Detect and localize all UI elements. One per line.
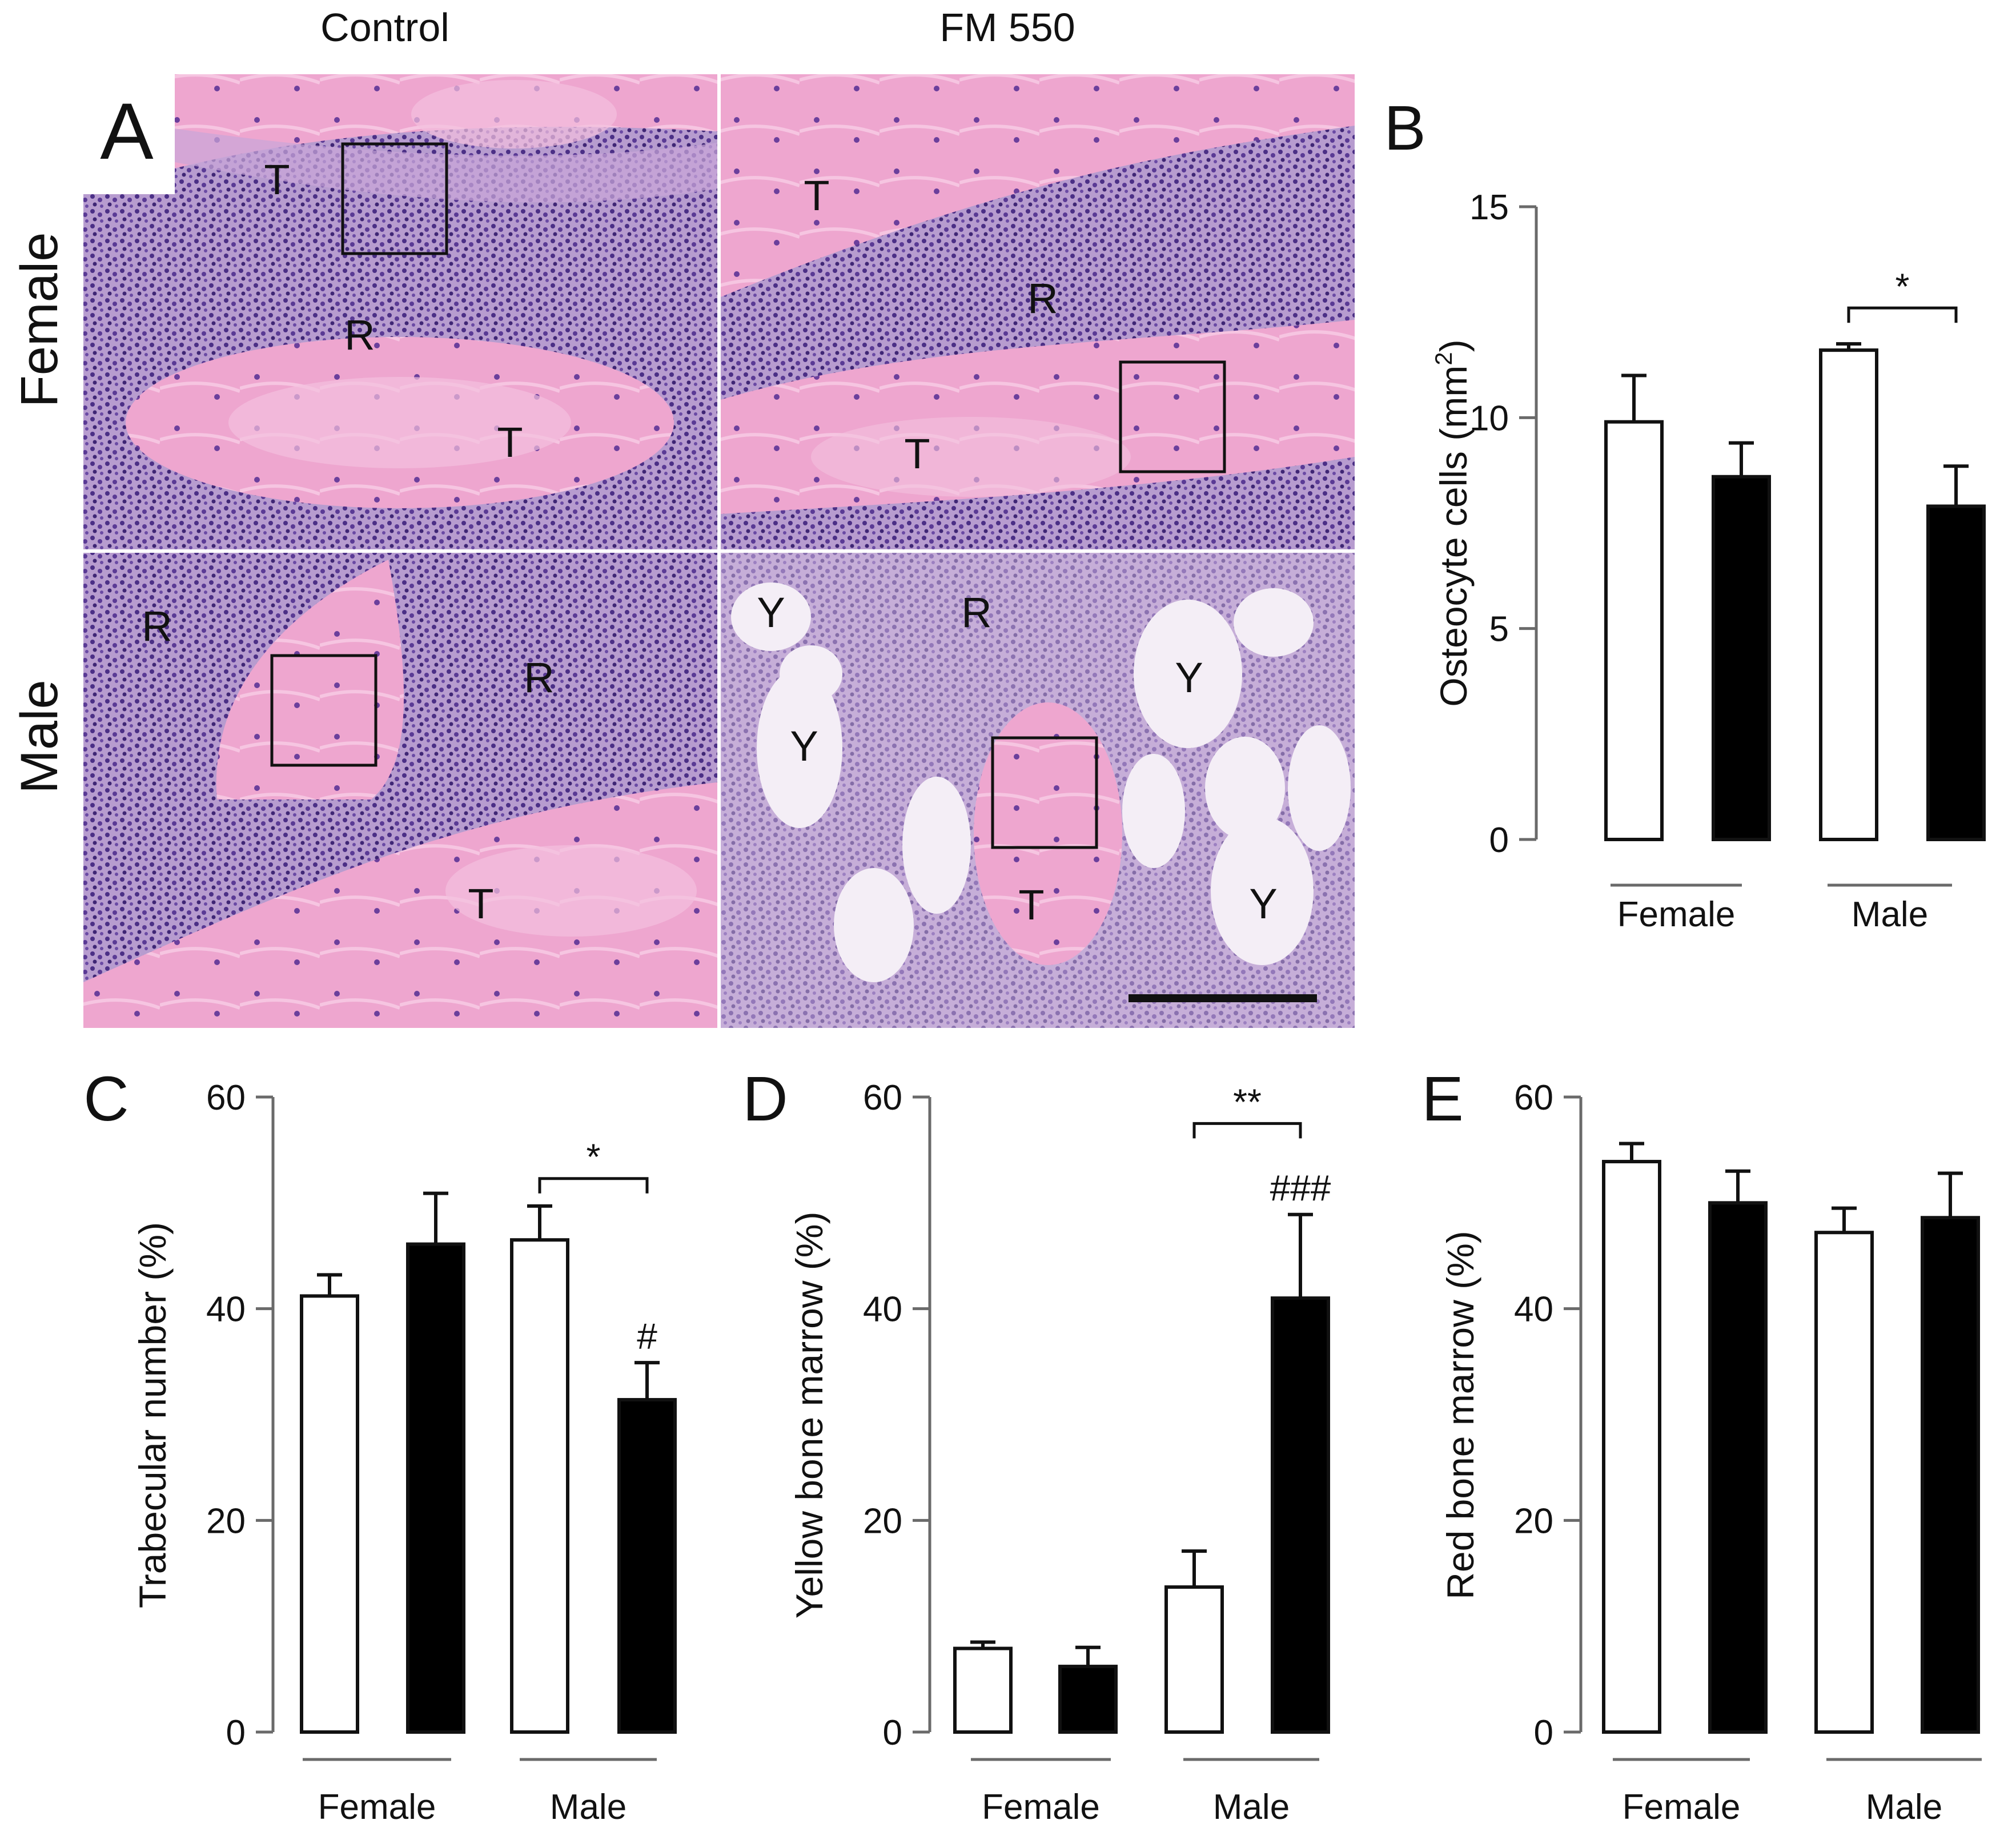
tissue-mark: T [804,172,829,219]
tissue-mark: R [961,589,991,636]
significance-bracket [1192,1122,1302,1139]
bar [1708,1201,1768,1734]
bar [1712,475,1771,841]
y-tick-label: 60 [1514,1078,1553,1118]
chart-panel-b: B 0 5 10 15 Osteocyte cells (mm2) Female Male * [1384,93,1986,934]
tissue-mark: R [344,311,375,359]
group-label: Female [1617,895,1736,934]
bar [1604,420,1664,841]
y-tick-label: 20 [206,1501,246,1541]
group-label: Male [1852,895,1928,934]
y-tick-label: 40 [1514,1290,1553,1329]
panel-letter-d: D [742,1064,788,1134]
bar [617,1398,677,1734]
chart-panel-c: C 0 20 40 60 Trabecular number (%) Female Male *… [83,1064,677,1827]
row-label-male: Male [10,680,69,793]
group-label: Female [318,1787,436,1827]
y-tick-label: 20 [1514,1501,1553,1541]
bar [1271,1296,1330,1734]
inset-box [270,654,378,767]
chart-panel-d: D 0 20 40 60 Yellow bone marrow (%) Female Male… [742,1064,1331,1827]
tissue-mark: R [1027,275,1058,322]
y-tick-label: 10 [1469,399,1509,438]
bar [1926,504,1986,841]
bar [1814,1231,1874,1734]
micrograph-panel: Control FM 550 Female Male T R T A [10,5,1355,1028]
y-axis-label: Red bone marrow (%) [1439,1231,1481,1600]
chart-panel-e: E 0 20 40 60 Red bone marrow (%) Female Male [1421,1064,1982,1827]
bar [1602,1160,1661,1734]
panel-letter-b: B [1384,93,1425,163]
micrograph-male-control: R R T [83,553,717,1028]
bar [1164,1585,1224,1734]
tissue-mark: R [524,654,554,701]
y-axis-label: Yellow bone marrow (%) [788,1212,830,1619]
panel-letter-e: E [1421,1064,1463,1134]
tissue-mark: Y [757,589,785,636]
y-tick-label: 60 [206,1078,246,1118]
bar-mark-label: # [637,1316,657,1357]
y-axis-label: Trabecular number (%) [131,1222,174,1608]
group-label: Female [1623,1787,1741,1827]
tissue-mark: T [264,156,290,203]
micrograph-male-fm550: Y R Y Y T Y [721,553,1355,1028]
tissue-mark: T [1018,881,1044,929]
micrograph-female-fm550: T R T [721,74,1355,549]
tissue-mark: Y [1175,654,1203,701]
y-tick-label: 40 [206,1290,246,1329]
y-tick-label: 15 [1469,188,1509,227]
y-axis-label-text: Osteocyte cells (mm [1432,365,1475,707]
significance-label: * [587,1136,601,1178]
bar [406,1242,465,1734]
significance-label: ** [1233,1081,1262,1122]
tissue-mark: T [904,430,930,477]
tissue-mark: Y [790,722,818,770]
bar [1819,348,1878,841]
panel-letter-a: A [100,86,154,176]
y-tick-label: 20 [863,1501,902,1541]
y-tick-label: 60 [863,1078,902,1118]
bar [510,1238,569,1734]
bar [953,1646,1013,1734]
tissue-mark: Y [1249,880,1277,927]
bar [1058,1665,1118,1734]
inset-box [991,736,1098,849]
bar [1921,1216,1980,1734]
tissue-mark: T [497,419,523,466]
group-label: Female [982,1787,1100,1827]
significance-bracket [538,1177,649,1194]
bar-mark-label: ### [1270,1168,1331,1209]
y-tick-label: 0 [883,1713,902,1753]
bar [300,1294,359,1734]
column-label-fm550: FM 550 [939,5,1075,50]
y-tick-label: 0 [1534,1713,1553,1753]
group-label: Male [550,1787,627,1827]
significance-label: * [1895,266,1910,307]
y-tick-label: 0 [1489,821,1509,860]
group-label: Male [1213,1787,1290,1827]
significance-bracket [1847,306,1958,323]
column-label-control: Control [320,5,449,50]
row-label-female: Female [10,232,69,408]
y-tick-label: 0 [226,1713,246,1753]
y-axis-label-close: ) [1432,339,1475,352]
inset-box [341,142,448,255]
group-label: Male [1866,1787,1942,1827]
y-tick-label: 40 [863,1290,902,1329]
tissue-mark: R [142,602,172,650]
y-axis-label-sup: 2 [1430,352,1457,365]
micrograph-female-control: T R T [83,74,717,549]
y-tick-label: 5 [1489,610,1509,649]
tissue-mark: T [468,880,493,927]
y-axis-label: Osteocyte cells (mm2) [1430,339,1475,706]
panel-letter-c: C [83,1064,128,1134]
inset-box [1119,360,1226,473]
